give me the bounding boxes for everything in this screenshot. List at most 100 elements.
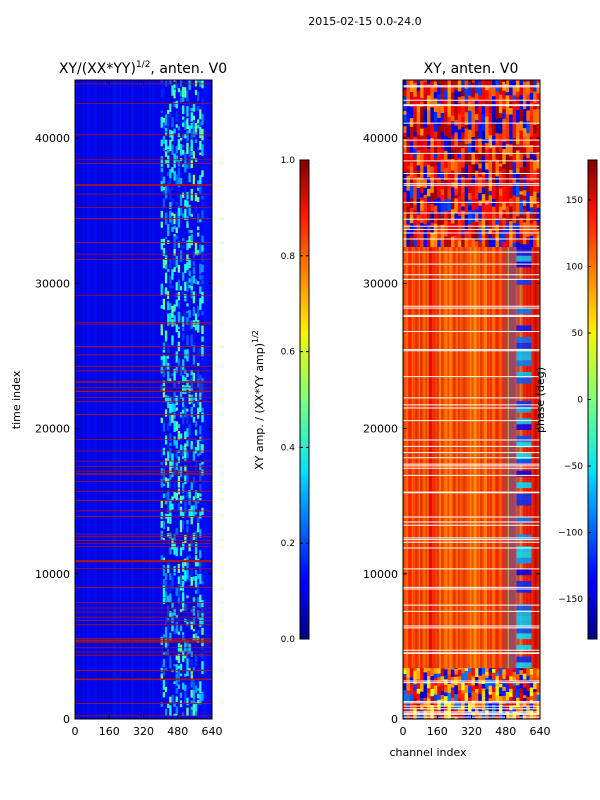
amplitude-cell [182, 542, 185, 550]
phase-cell [461, 185, 465, 193]
amplitude-cell [190, 706, 193, 711]
phase-cell [516, 689, 520, 698]
phase-cell [498, 693, 503, 697]
phase-cell [464, 143, 469, 152]
amplitude-cell [194, 162, 198, 171]
phase-cell [433, 685, 438, 695]
amplitude-cell [199, 493, 202, 497]
amplitude-cell [182, 575, 185, 580]
amplitude-cell [164, 132, 168, 136]
amplitude-cell [190, 576, 193, 586]
phase-cell [519, 668, 524, 671]
amplitude-cell [182, 213, 185, 218]
amplitude-cell [182, 333, 185, 341]
amplitude-cell [175, 174, 178, 186]
phase-cell [450, 187, 455, 198]
phase-cell [516, 400, 532, 407]
phase-cell [474, 93, 479, 101]
amplitude-cell [188, 379, 191, 382]
phase-cell [457, 676, 462, 682]
phase-cell [471, 121, 476, 137]
amplitude-cell [173, 382, 176, 389]
phase-cell [474, 707, 479, 714]
amplitude-cell [164, 409, 168, 417]
amplitude-cell [197, 105, 200, 112]
phase-cell [533, 103, 537, 110]
amplitude-cell [197, 389, 200, 400]
phase-cell [509, 710, 513, 715]
phase-column [408, 247, 411, 719]
phase-heatmap-columns [403, 247, 540, 719]
phase-cell [516, 237, 520, 243]
phase-cell [450, 702, 455, 708]
amplitude-cell [171, 373, 174, 377]
amplitude-cell [171, 85, 174, 96]
amplitude-cell [201, 661, 204, 670]
phase-cell [471, 707, 476, 712]
phase-cell [529, 681, 534, 688]
amplitude-cell [162, 136, 166, 144]
amplitude-cell [186, 261, 189, 271]
phase-cell [516, 493, 532, 500]
phase-cell [516, 168, 520, 173]
amplitude-column [122, 80, 125, 719]
phase-cell [413, 239, 417, 248]
amplitude-cell [167, 146, 170, 150]
amplitude-cell [182, 344, 185, 356]
phase-cell [495, 85, 500, 92]
phase-cell [522, 692, 527, 696]
amplitude-column [146, 80, 149, 719]
phase-cell [495, 133, 500, 142]
amplitude-cell [179, 439, 183, 445]
phase-cell [454, 674, 458, 677]
amplitude-cell [173, 248, 176, 256]
amplitude-cell [177, 292, 181, 301]
y-tick-label: 0 [63, 713, 70, 726]
phase-cell [420, 171, 424, 187]
amplitude-cell [177, 423, 181, 429]
amplitude-cell [173, 664, 176, 667]
phase-cell [481, 143, 486, 156]
amplitude-cell [162, 342, 166, 350]
phase-cell [426, 148, 431, 165]
phase-cell [457, 102, 462, 115]
phase-cell [522, 190, 527, 196]
phase-cell [447, 199, 452, 211]
phase-cell [433, 80, 438, 82]
phase-cell [461, 206, 465, 211]
phase-cell [454, 676, 458, 681]
phase-cell [464, 692, 469, 701]
amplitude-column [160, 80, 163, 719]
phase-cell [420, 232, 424, 248]
phase-cell [468, 692, 472, 698]
amplitude-cell [160, 359, 163, 367]
phase-cell [426, 692, 431, 699]
amplitude-cell [177, 88, 181, 93]
phase-cell [440, 685, 445, 692]
amplitude-cell [186, 90, 189, 102]
amplitude-cell [169, 532, 172, 539]
phase-cell [516, 249, 532, 256]
amplitude-cell [184, 349, 187, 359]
amplitude-cell [177, 177, 181, 188]
amplitude-cell [184, 604, 187, 612]
amplitude-cell [173, 257, 176, 267]
x-tick-label: 640 [530, 725, 551, 738]
amplitude-cell [177, 241, 181, 248]
amplitude-cell [184, 397, 187, 404]
phase-cell [516, 441, 532, 448]
amplitude-cell [182, 495, 185, 500]
amplitude-cell [201, 245, 204, 252]
phase-cell [495, 701, 500, 708]
phase-cell [536, 701, 540, 707]
amplitude-cell [160, 673, 163, 681]
amplitude-cell [194, 542, 198, 555]
x-tick-label: 160 [427, 725, 448, 738]
amplitude-cell [171, 414, 174, 423]
phase-cell [519, 167, 524, 176]
phase-cell [423, 238, 428, 248]
amplitude-cell [162, 541, 166, 548]
amplitude-cell [164, 638, 168, 649]
amplitude-cell [164, 264, 168, 270]
amplitude-cell [171, 198, 174, 206]
